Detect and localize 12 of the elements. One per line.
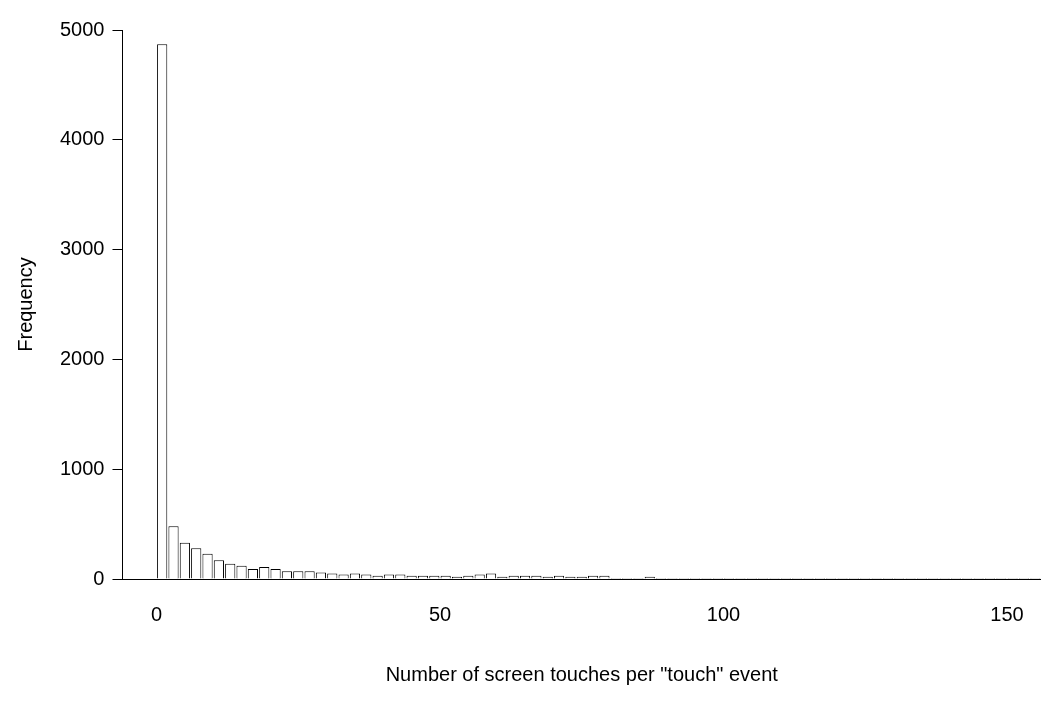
x-tick-label: 150 (990, 602, 1024, 625)
y-axis-title: Frequency (13, 257, 36, 352)
y-tick-label: 0 (93, 566, 105, 589)
y-tick-label: 5000 (59, 17, 105, 40)
x-tick-label: 100 (706, 602, 741, 625)
x-tick-label: 0 (150, 602, 163, 625)
x-tick-label: 50 (428, 602, 452, 625)
x-axis-title: Number of screen touches per "touch" event (385, 662, 779, 685)
y-tick-label: 1000 (59, 456, 105, 479)
y-tick-label: 2000 (59, 346, 105, 369)
y-tick-label: 4000 (59, 127, 105, 150)
y-tick-label: 3000 (59, 237, 105, 260)
